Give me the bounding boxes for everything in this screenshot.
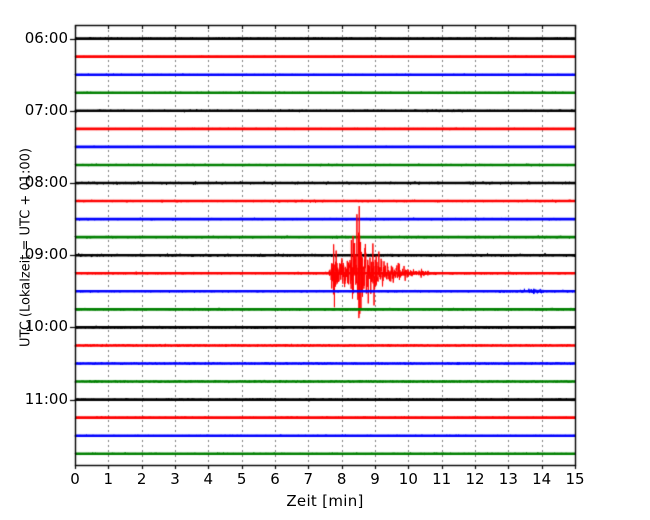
- x-tick-label: 9: [370, 470, 380, 488]
- x-tick-label: 3: [170, 470, 180, 488]
- y-tick-label: 10:00: [24, 317, 68, 336]
- x-tick-label: 0: [70, 470, 80, 488]
- x-tick-label: 2: [136, 470, 147, 488]
- x-tick-label: 5: [236, 470, 247, 488]
- y-tick-label: 07:00: [24, 100, 68, 119]
- x-tick-label: 12: [465, 470, 485, 488]
- x-axis-title: Zeit [min]: [286, 492, 364, 510]
- x-tick-label: 4: [203, 470, 214, 488]
- x-tick-label: 15: [565, 470, 585, 488]
- x-tick-label: 6: [270, 470, 280, 488]
- x-tick-label: 14: [532, 470, 552, 488]
- y-tick-label: 09:00: [24, 245, 68, 264]
- x-tick-label: 7: [303, 470, 314, 488]
- y-tick-label: 06:00: [24, 28, 68, 47]
- x-tick-label: 11: [432, 470, 452, 488]
- x-tick-label: 10: [398, 470, 418, 488]
- y-tick-label: 11:00: [24, 389, 68, 408]
- x-tick-label: 8: [336, 470, 347, 488]
- x-tick-label: 1: [103, 470, 114, 488]
- y-tick-label: 08:00: [24, 173, 68, 191]
- x-tick-label: 13: [498, 470, 518, 488]
